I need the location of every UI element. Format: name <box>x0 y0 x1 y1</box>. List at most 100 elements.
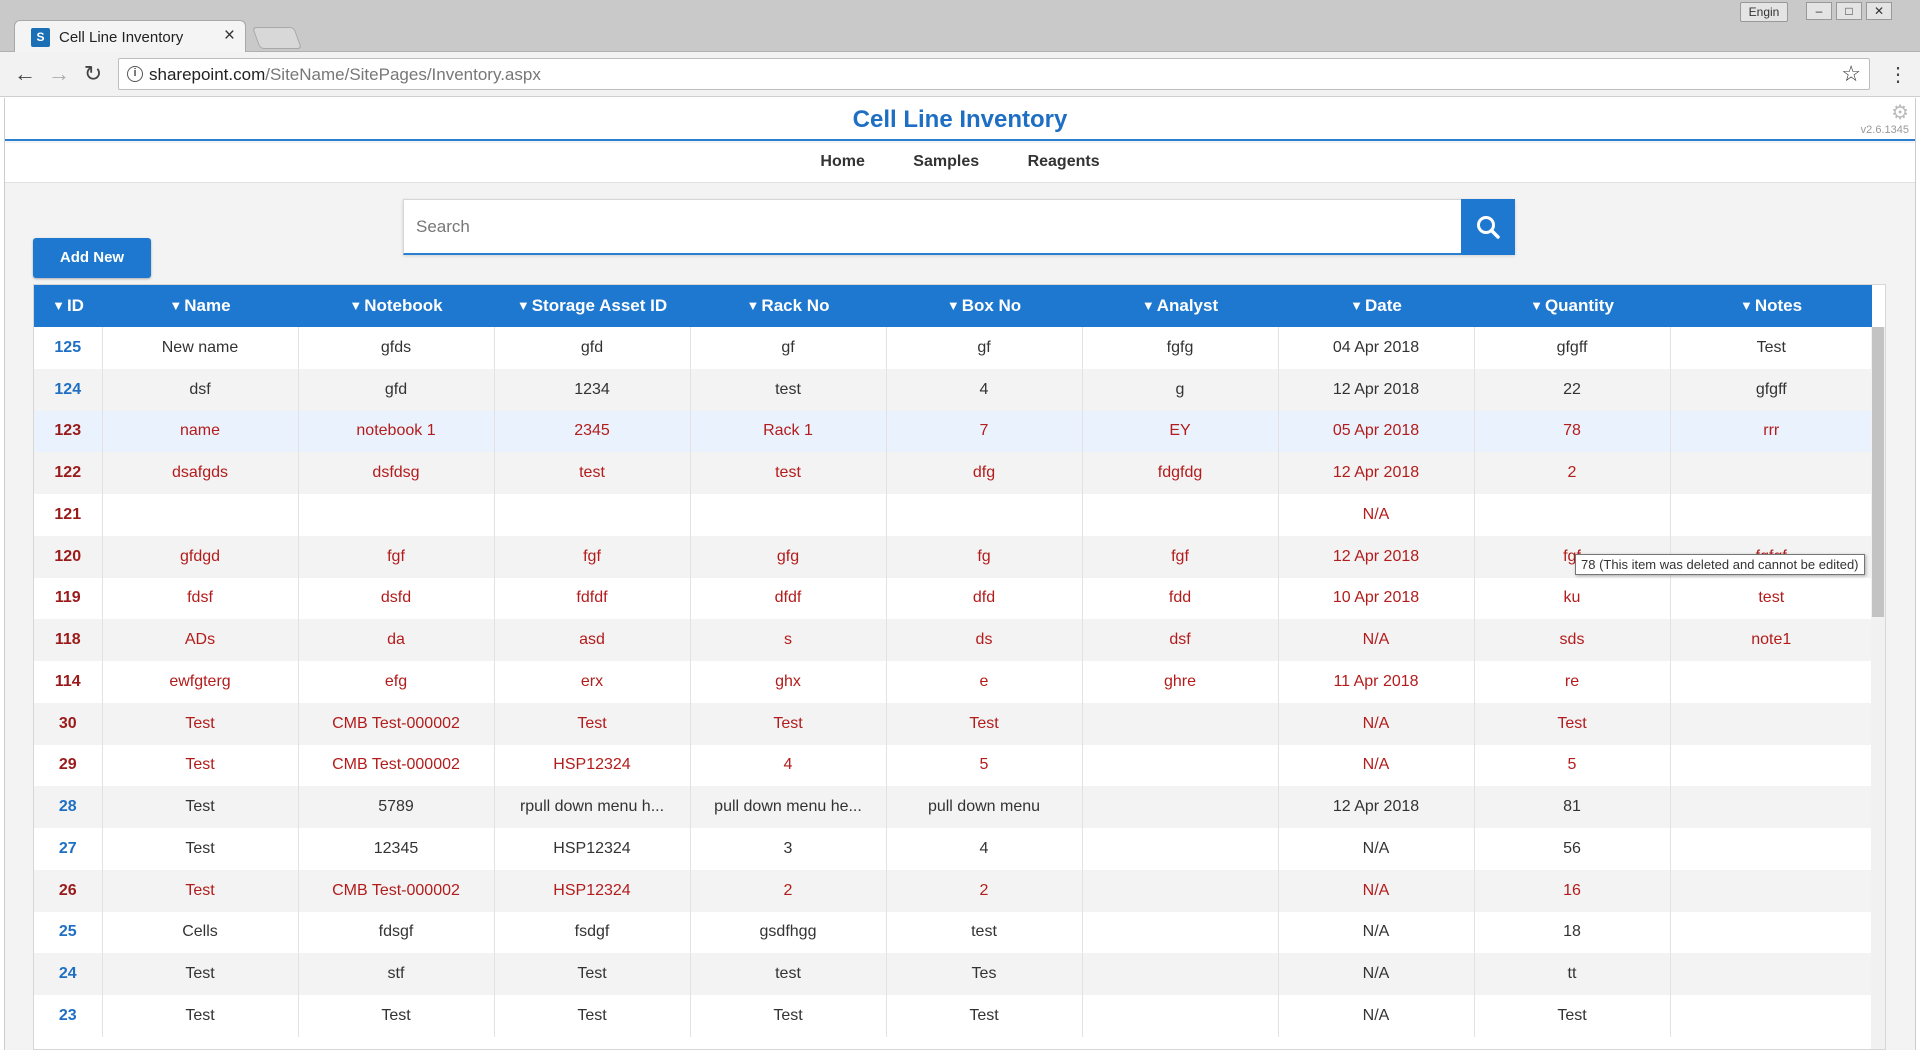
table-row[interactable]: 118 ADs da asd s ds dsf N/A sds note1 <box>34 619 1872 661</box>
table-row[interactable]: 124 dsf gfd 1234 test 4 g 12 Apr 2018 22 gfgff <box>34 368 1872 411</box>
table-cell: Test <box>102 869 299 912</box>
table-cell <box>1670 953 1872 995</box>
table-row[interactable]: 29 Test CMB Test-000002 HSP12324 4 5 N/A 5 <box>34 744 1872 787</box>
nav-samples[interactable]: Samples <box>913 153 980 170</box>
column-header[interactable]: ▼ Quantity <box>1474 285 1670 327</box>
forward-arrow-icon[interactable]: → <box>48 61 70 86</box>
column-header[interactable]: ▼ ID <box>34 285 102 327</box>
column-header[interactable]: ▼ Rack No <box>690 285 886 327</box>
window-close-icon[interactable]: ✕ <box>1866 2 1892 20</box>
maximize-icon[interactable]: □ <box>1836 2 1862 20</box>
row-id-link[interactable]: 25 <box>34 911 103 954</box>
table-row[interactable]: 123 name notebook 1 2345 Rack 1 7 EY 05 Apr 201… <box>34 410 1872 453</box>
table-cell: test <box>886 911 1083 954</box>
table-row[interactable]: 24 Test stf Test test Tes N/A tt <box>34 953 1872 995</box>
row-id-link[interactable]: 23 <box>34 995 103 1037</box>
column-header[interactable]: ▼ Notebook <box>298 285 494 327</box>
row-id-link[interactable]: 122 <box>34 452 103 494</box>
filter-icon[interactable]: ▼ <box>1739 298 1753 313</box>
column-header[interactable]: ▼ Notes <box>1670 285 1872 327</box>
close-icon[interactable]: × <box>223 25 235 46</box>
table-row[interactable]: 26 Test CMB Test-000002 HSP12324 2 2 N/A 16 <box>34 869 1872 912</box>
search-button[interactable] <box>1461 199 1515 255</box>
info-icon[interactable]: i <box>127 66 143 82</box>
table-cell: 16 <box>1474 869 1671 912</box>
table-row[interactable]: 125 New name gfds gfd gf gf fgfg 04 Apr 2018 gfg… <box>34 327 1872 369</box>
table-row[interactable]: 114 ewfgterg efg erx ghx e ghre 11 Apr 2018 re <box>34 661 1872 703</box>
main-nav: Home Samples Reagents <box>5 143 1915 183</box>
table-row[interactable]: 122 dsafgds dsfdsg test test dfg fdgfdg 12 Apr … <box>34 452 1872 494</box>
row-id-link[interactable]: 27 <box>34 828 103 870</box>
row-id-link[interactable]: 29 <box>34 744 103 787</box>
filter-icon[interactable]: ▼ <box>349 298 363 313</box>
table-cell <box>1082 494 1279 536</box>
table-row[interactable]: 119 fdsf dsfd fdfdf dfdf dfd fdd 10 Apr 2018 ku t… <box>34 577 1872 620</box>
table-cell: gf <box>886 327 1083 369</box>
column-header[interactable]: ▼ Date <box>1278 285 1474 327</box>
row-id-link[interactable]: 121 <box>34 494 103 536</box>
table-cell: CMB Test-000002 <box>298 869 495 912</box>
gear-icon[interactable]: ⚙ <box>1891 102 1909 124</box>
table-cell: 12 Apr 2018 <box>1278 786 1475 828</box>
scrollbar-thumb[interactable] <box>1872 327 1884 617</box>
table-row[interactable]: 27 Test 12345 HSP12324 3 4 N/A 56 <box>34 828 1872 870</box>
table-scrollbar[interactable] <box>1871 327 1885 1049</box>
row-id-link[interactable]: 24 <box>34 953 103 995</box>
column-header[interactable]: ▼ Analyst <box>1082 285 1278 327</box>
row-id-link[interactable]: 120 <box>34 535 103 578</box>
table-cell: N/A <box>1278 953 1475 995</box>
row-id-link[interactable]: 125 <box>34 327 103 369</box>
column-header[interactable]: ▼ Name <box>102 285 298 327</box>
user-badge[interactable]: Engin <box>1740 2 1788 22</box>
table-row[interactable]: 121 N/A <box>34 494 1872 536</box>
row-id-link[interactable]: 114 <box>34 661 103 703</box>
nav-home[interactable]: Home <box>820 153 865 170</box>
table-cell: dsfd <box>298 577 495 620</box>
reload-icon[interactable]: ↻ <box>83 61 103 86</box>
filter-icon[interactable]: ▼ <box>1350 298 1363 313</box>
minimize-icon[interactable]: – <box>1806 2 1832 20</box>
column-header[interactable]: ▼ Box No <box>886 285 1082 327</box>
row-id-link[interactable]: 123 <box>34 410 103 453</box>
filter-icon[interactable]: ▼ <box>52 298 65 313</box>
address-bar[interactable]: i sharepoint.com/SiteName/SitePages/Inve… <box>118 58 1870 90</box>
nav-reagents[interactable]: Reagents <box>1027 153 1100 170</box>
table-row[interactable]: 28 Test 5789 rpull down menu h... pull down … <box>34 786 1872 828</box>
filter-icon[interactable]: ▼ <box>169 298 183 313</box>
row-id-link[interactable]: 26 <box>34 869 103 912</box>
table-cell <box>1474 494 1671 536</box>
table-cell: pull down menu he... <box>690 786 887 828</box>
row-id-link[interactable]: 30 <box>34 702 103 745</box>
add-new-button[interactable]: Add New <box>33 238 151 278</box>
row-id-link[interactable]: 124 <box>34 368 103 411</box>
table-row[interactable]: 25 Cells fdsgf fsdgf gsdfhgg test N/A 18 <box>34 911 1872 954</box>
filter-icon[interactable]: ▼ <box>746 298 760 313</box>
table-cell: 3 <box>690 828 887 870</box>
browser-menu-icon[interactable]: ⋮ <box>1888 64 1908 86</box>
filter-icon[interactable]: ▼ <box>516 298 530 313</box>
row-id-link[interactable]: 119 <box>34 577 103 620</box>
table-cell: fdsgf <box>298 911 495 954</box>
row-id-link[interactable]: 118 <box>34 619 103 661</box>
filter-icon[interactable]: ▼ <box>1141 298 1155 313</box>
table-cell: 5 <box>1474 744 1671 787</box>
filter-icon[interactable]: ▼ <box>946 298 960 313</box>
table-cell: Test <box>886 995 1083 1037</box>
search-icon <box>1477 216 1500 239</box>
bookmark-star-icon[interactable]: ☆ <box>1841 61 1861 86</box>
table-row[interactable]: 23 Test Test Test Test Test N/A Test <box>34 995 1872 1037</box>
table-cell: dfdf <box>690 577 887 620</box>
filter-icon[interactable]: ▼ <box>1530 298 1543 313</box>
browser-tab[interactable]: S Cell Line Inventory × <box>14 20 246 53</box>
table-cell <box>1670 703 1872 745</box>
row-id-link[interactable]: 28 <box>34 786 103 828</box>
table-cell: Cells <box>102 911 299 954</box>
back-arrow-icon[interactable]: ← <box>14 61 36 86</box>
table-cell: 4 <box>690 744 887 787</box>
column-header[interactable]: ▼ Storage Asset ID <box>494 285 690 327</box>
search-input[interactable] <box>404 200 1460 253</box>
table-row[interactable]: 30 Test CMB Test-000002 Test Test Test N/A Test <box>34 702 1872 745</box>
table-cell: 04 Apr 2018 <box>1278 327 1475 369</box>
new-tab-button[interactable] <box>251 27 303 49</box>
